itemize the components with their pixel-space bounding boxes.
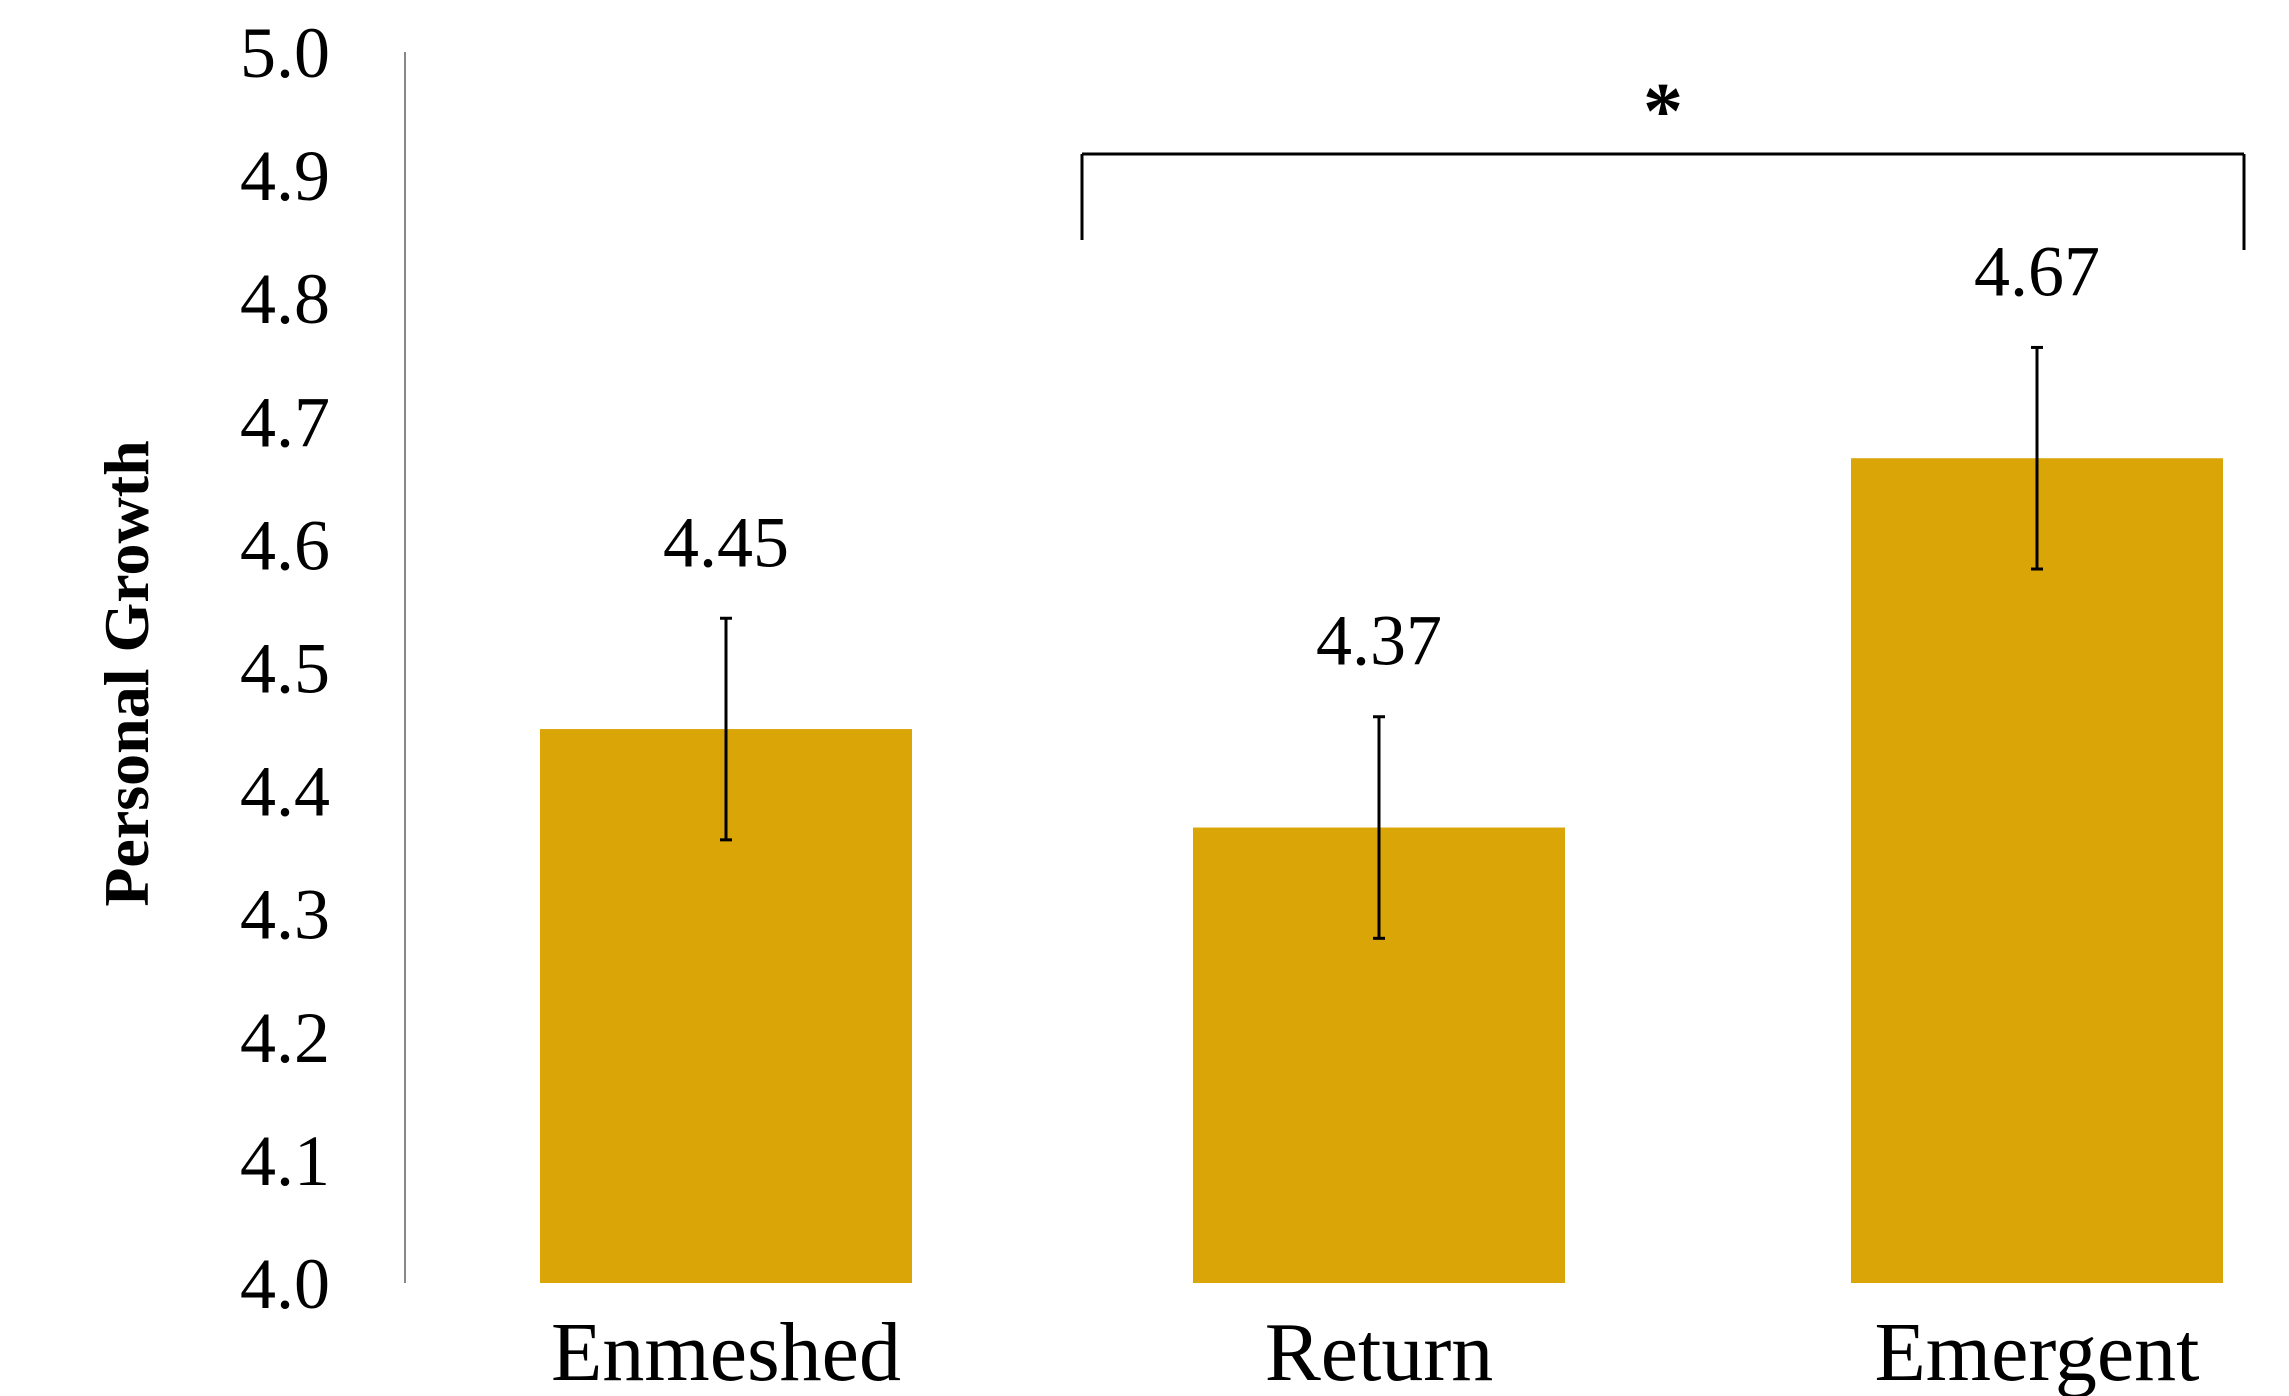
data-label: 4.67 — [1974, 231, 2100, 311]
y-tick-label: 4.4 — [240, 752, 330, 832]
y-tick-label: 4.8 — [240, 259, 330, 339]
value-labels: 4.45 4.37 4.67 — [663, 231, 2100, 680]
y-tick-label: 4.1 — [240, 1121, 330, 1201]
y-tick-label: 4.3 — [240, 875, 330, 955]
y-tick-labels: 4.0 4.1 4.2 4.3 4.4 4.5 4.6 4.7 4.8 4.9 5.0 — [240, 13, 330, 1324]
data-label: 4.45 — [663, 502, 789, 582]
bar — [1851, 458, 2223, 1284]
error-bars — [720, 345, 2043, 940]
y-tick-label: 5.0 — [240, 13, 330, 93]
significance-bracket: * — [1080, 68, 2246, 250]
y-tick-label: 4.0 — [240, 1244, 330, 1324]
category-label: Emergent — [1874, 1306, 2199, 1396]
y-tick-label: 4.5 — [240, 629, 330, 709]
category-labels: Enmeshed Return Emergent — [551, 1306, 2199, 1396]
category-label: Enmeshed — [551, 1306, 901, 1396]
y-tick-label: 4.6 — [240, 505, 330, 585]
significance-marker: * — [1643, 68, 1683, 156]
y-tick-label: 4.7 — [240, 382, 330, 462]
y-axis-label: Personal Growth — [91, 440, 162, 906]
y-tick-label: 4.9 — [240, 136, 330, 216]
data-label: 4.37 — [1316, 601, 1442, 681]
y-tick-label: 4.2 — [240, 998, 330, 1078]
bars — [540, 458, 2223, 1284]
category-label: Return — [1265, 1306, 1494, 1396]
